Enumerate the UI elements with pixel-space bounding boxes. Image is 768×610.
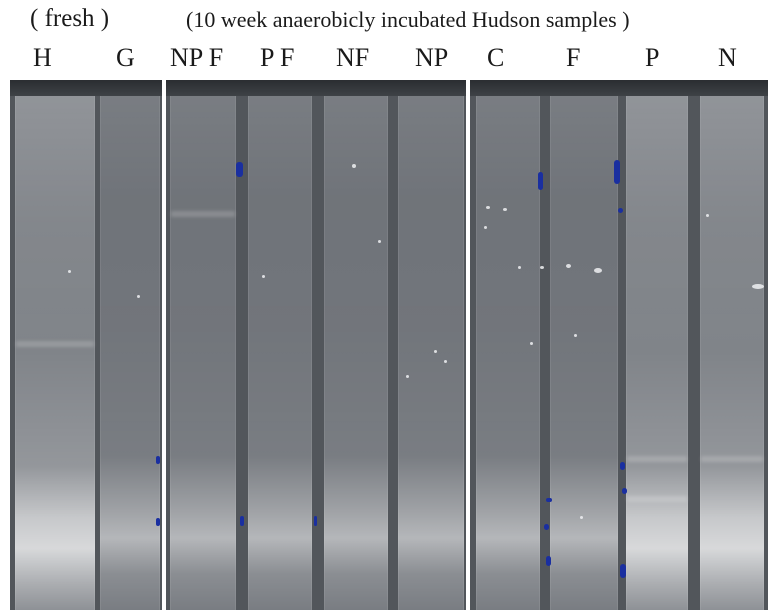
gel-speck: [262, 275, 265, 278]
gel-speck: [566, 264, 571, 268]
gel-speck: [352, 164, 356, 168]
gel-stain-mark: [236, 162, 243, 177]
gel-panel-middle: [166, 80, 466, 610]
gel-stain-mark: [544, 524, 549, 530]
gel-band: [627, 456, 687, 462]
gel-speck: [530, 342, 533, 345]
lane-label-p-f: P F: [260, 43, 295, 72]
gel-well-strip: [166, 80, 466, 96]
gel-stain-mark: [620, 564, 626, 578]
gel-stain-mark: [618, 208, 623, 213]
gel-speck: [540, 266, 544, 269]
gel-lane-h: [15, 96, 95, 610]
gel-stain-mark: [614, 160, 620, 184]
lane-label-nf: NF: [336, 43, 370, 72]
gel-speck: [486, 206, 490, 209]
gel-lane-p-f: [248, 96, 312, 610]
gel-band: [627, 496, 687, 502]
panel-divider: [162, 80, 166, 610]
lane-label-np-f: NP F: [170, 43, 224, 72]
gel-speck: [752, 284, 764, 289]
lane-label-f: F: [566, 43, 581, 72]
gel-lane-n: [700, 96, 764, 610]
gel-speck: [484, 226, 487, 229]
gel-panel-right: [470, 80, 768, 610]
gel-stain-mark: [156, 456, 160, 464]
gel-speck: [68, 270, 71, 273]
gel-lane-p: [626, 96, 688, 610]
gel-band: [16, 341, 94, 347]
gel-speck: [137, 295, 140, 298]
gel-speck: [434, 350, 437, 353]
gel-lane-nf: [324, 96, 388, 610]
gel-speck: [706, 214, 709, 217]
gel-speck: [444, 360, 447, 363]
lane-label-p: P: [645, 43, 660, 72]
lane-label-n: N: [718, 43, 737, 72]
gel-speck: [406, 375, 409, 378]
gel-well-strip: [10, 80, 162, 96]
gel-lane-np: [398, 96, 464, 610]
panel-divider: [466, 80, 470, 610]
gel-band: [701, 456, 763, 462]
gel-lane-np-f: [170, 96, 236, 610]
gel-speck: [580, 516, 583, 519]
gel-lane-c: [476, 96, 540, 610]
gel-panel-fresh: [10, 80, 162, 610]
gel-image: [0, 80, 768, 610]
gel-stain-mark: [314, 516, 317, 526]
lane-label-c: C: [487, 43, 505, 72]
lane-label-g: G: [116, 43, 135, 72]
gel-speck: [503, 208, 507, 211]
gel-speck: [594, 268, 602, 273]
gel-stain-mark: [620, 462, 625, 470]
fresh-header: ( fresh ): [30, 5, 110, 32]
gel-lane-g: [100, 96, 160, 610]
gel-stain-mark: [156, 518, 160, 526]
gel-stain-mark: [622, 488, 627, 494]
gel-stain-mark: [546, 498, 552, 502]
incubated-header: (10 week anaerobicly incubated Hudson sa…: [186, 7, 630, 32]
gel-stain-mark: [538, 172, 543, 190]
gel-lane-f: [550, 96, 618, 610]
gel-stain-mark: [546, 556, 551, 566]
gel-band: [171, 211, 235, 217]
gel-stain-mark: [240, 516, 244, 526]
lane-label-h: H: [33, 43, 52, 72]
lane-label-np: NP: [415, 43, 449, 72]
gel-speck: [378, 240, 381, 243]
gel-speck: [574, 334, 577, 337]
gel-well-strip: [470, 80, 768, 96]
gel-speck: [518, 266, 521, 269]
